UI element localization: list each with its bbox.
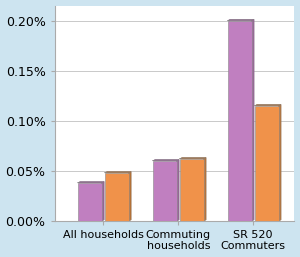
Polygon shape bbox=[279, 105, 281, 221]
Bar bbox=[153, 161, 177, 221]
Polygon shape bbox=[180, 158, 206, 159]
Bar bbox=[105, 173, 129, 221]
Polygon shape bbox=[177, 160, 179, 221]
Polygon shape bbox=[255, 105, 281, 106]
Polygon shape bbox=[129, 172, 131, 221]
Bar bbox=[180, 159, 204, 221]
Polygon shape bbox=[204, 158, 206, 221]
Bar bbox=[78, 183, 102, 221]
Bar bbox=[228, 21, 252, 221]
Polygon shape bbox=[78, 182, 104, 183]
Polygon shape bbox=[105, 172, 131, 173]
Bar bbox=[255, 106, 279, 221]
Polygon shape bbox=[153, 160, 179, 161]
Polygon shape bbox=[228, 20, 254, 21]
Polygon shape bbox=[102, 182, 104, 221]
Polygon shape bbox=[252, 20, 254, 221]
